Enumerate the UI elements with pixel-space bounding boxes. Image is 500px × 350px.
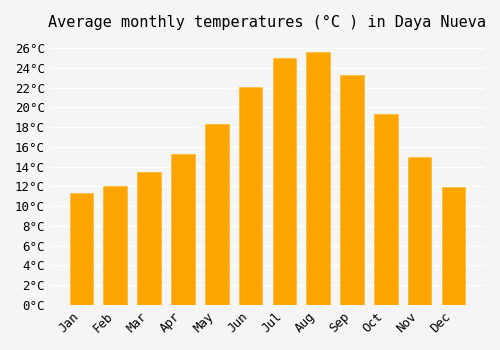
- Bar: [272, 58, 296, 305]
- Bar: [340, 75, 364, 305]
- Bar: [374, 114, 398, 305]
- Bar: [205, 124, 229, 305]
- Bar: [442, 187, 465, 305]
- Bar: [171, 154, 194, 305]
- Bar: [138, 172, 161, 305]
- Title: Average monthly temperatures (°C ) in Daya Nueva: Average monthly temperatures (°C ) in Da…: [48, 15, 486, 30]
- Bar: [306, 52, 330, 305]
- Bar: [104, 187, 127, 305]
- Bar: [408, 157, 432, 305]
- Bar: [70, 193, 94, 305]
- Bar: [238, 86, 262, 305]
